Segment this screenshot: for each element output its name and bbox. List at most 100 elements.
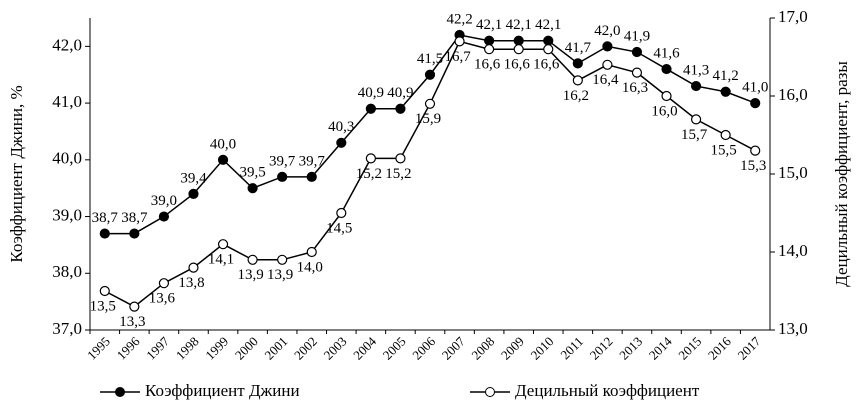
- x-tick-label: 2004: [350, 333, 379, 362]
- point: [424, 69, 436, 80]
- point: [572, 75, 583, 86]
- data-label: 13,6: [149, 291, 176, 307]
- point: [217, 239, 229, 250]
- data-label: 40,9: [358, 85, 384, 101]
- data-label: 16,6: [504, 57, 531, 73]
- point: [365, 153, 376, 164]
- x-tick-label: 1997: [143, 333, 172, 362]
- point: [158, 211, 170, 222]
- data-label: 42,2: [446, 11, 472, 27]
- x-tick-label: 2010: [528, 334, 557, 363]
- y2-tick-label: 15,0: [778, 163, 808, 182]
- point: [454, 36, 465, 47]
- point: [661, 63, 672, 75]
- x-tick-label: 2014: [646, 333, 675, 362]
- data-label: 39,7: [269, 153, 296, 169]
- x-tick-label: 2002: [291, 334, 320, 363]
- point: [543, 35, 554, 46]
- x-tick-label: 2015: [675, 334, 704, 363]
- point: [513, 35, 524, 46]
- point: [306, 171, 317, 182]
- x-tick-label: 2011: [557, 334, 586, 363]
- data-label: 42,1: [506, 17, 532, 33]
- x-tick-label: 1999: [202, 334, 231, 363]
- data-label: 16,4: [592, 72, 619, 88]
- y-tick-label: 37,0: [52, 319, 82, 338]
- y-axis-label: Коэффициент Джини, %: [7, 85, 26, 262]
- data-label: 15,2: [385, 166, 411, 182]
- x-tick-label: 2007: [439, 333, 468, 362]
- data-label: 42,0: [594, 23, 620, 39]
- point: [395, 153, 406, 164]
- point: [99, 285, 110, 297]
- x-tick-label: 1998: [173, 334, 202, 363]
- point: [720, 86, 731, 97]
- point: [661, 90, 672, 102]
- y2-axis-label: Децильный коэффициент, разы: [832, 61, 851, 287]
- x-tick-label: 2013: [616, 334, 645, 363]
- data-label: 15,2: [356, 166, 382, 182]
- legend-label: Коэффициент Джини: [145, 381, 300, 400]
- point: [750, 145, 761, 156]
- data-label: 16,6: [533, 57, 560, 73]
- point: [336, 137, 347, 148]
- point: [602, 59, 613, 70]
- data-label: 38,7: [121, 210, 148, 226]
- point: [247, 254, 258, 265]
- data-label: 39,0: [151, 193, 177, 209]
- y-tick-label: 38,0: [52, 262, 82, 281]
- point: [690, 114, 702, 125]
- x-tick-label: 1995: [84, 334, 113, 363]
- x-tick-label: 2006: [409, 333, 438, 362]
- point: [484, 35, 495, 46]
- data-label: 13,5: [90, 298, 116, 314]
- point: [277, 254, 288, 265]
- point: [750, 97, 761, 109]
- x-tick-label: 2009: [498, 334, 527, 363]
- data-label: 15,5: [711, 142, 737, 158]
- x-tick-label: 1996: [114, 333, 143, 362]
- data-label: 41,7: [565, 40, 592, 56]
- point: [306, 246, 317, 258]
- x-tick-label: 2005: [380, 334, 409, 363]
- data-label: 13,3: [119, 314, 145, 330]
- point: [188, 262, 199, 273]
- data-label: 16,7: [444, 49, 471, 65]
- point: [424, 98, 436, 109]
- data-label: 41,2: [713, 68, 739, 84]
- data-label: 13,8: [178, 275, 204, 291]
- point: [631, 46, 643, 58]
- data-label: 16,2: [563, 88, 589, 104]
- point: [217, 154, 229, 165]
- data-label: 39,4: [180, 170, 207, 186]
- y2-tick-label: 13,0: [778, 319, 808, 338]
- x-tick-label: 2012: [587, 334, 616, 363]
- y-tick-label: 42,0: [52, 35, 82, 54]
- legend-marker: [485, 387, 495, 397]
- point: [543, 44, 554, 55]
- data-label: 16,6: [474, 57, 501, 73]
- y-tick-label: 41,0: [52, 92, 82, 111]
- data-label: 42,1: [535, 17, 561, 33]
- x-tick-label: 2008: [468, 334, 497, 363]
- legend-marker: [115, 387, 125, 397]
- data-label: 13,9: [237, 267, 263, 283]
- point: [513, 44, 524, 55]
- data-label: 40,0: [210, 136, 236, 152]
- data-label: 41,3: [683, 63, 709, 79]
- y-tick-label: 40,0: [52, 149, 82, 168]
- data-label: 39,7: [299, 153, 326, 169]
- x-tick-label: 2016: [705, 333, 734, 362]
- point: [188, 188, 199, 199]
- data-label: 16,3: [622, 80, 648, 96]
- data-label: 38,7: [92, 210, 119, 226]
- y2-tick-label: 16,0: [778, 85, 808, 104]
- point: [365, 103, 376, 114]
- data-label: 16,0: [651, 103, 677, 119]
- x-tick-label: 2003: [321, 334, 350, 363]
- data-label: 41,9: [624, 28, 650, 44]
- point: [277, 171, 288, 182]
- y2-tick-label: 17,0: [778, 7, 808, 26]
- data-label: 39,5: [239, 165, 265, 181]
